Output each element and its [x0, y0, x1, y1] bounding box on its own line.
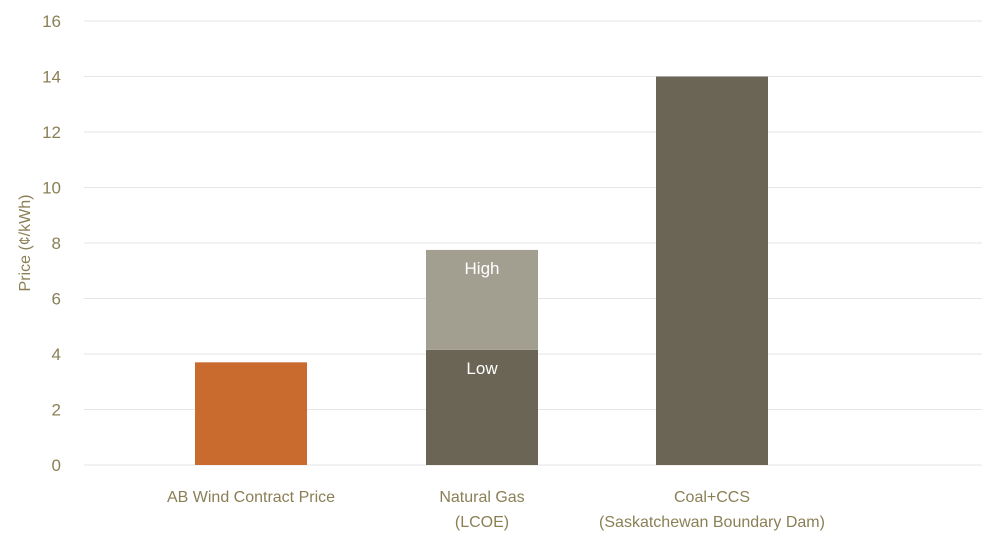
bars: Low High: [195, 76, 768, 465]
y-tick-label: 2: [52, 401, 61, 420]
segment-label: Low: [466, 359, 498, 378]
bar-group: Low High: [426, 249, 538, 465]
x-axis-labels: AB Wind Contract Price Natural Gas (LCOE) C…: [167, 489, 825, 531]
y-tick-label: 8: [52, 234, 61, 253]
bar-group: [656, 76, 768, 465]
bar: [195, 362, 307, 465]
y-tick-label: 6: [52, 290, 61, 309]
y-tick-label: 14: [42, 68, 61, 87]
y-tick-label: 0: [52, 456, 61, 475]
bar-segment-high: [426, 249, 538, 350]
bar-group: [195, 362, 307, 465]
category-label: Coal+CCS (Saskatchewan Boundary Dam): [599, 489, 825, 531]
bar: [656, 76, 768, 465]
category-label: AB Wind Contract Price: [167, 489, 335, 506]
segment-label: High: [465, 259, 500, 278]
y-tick-label: 4: [52, 345, 61, 364]
y-axis-ticks: 0 2 4 6 8 10 12 14 16: [42, 12, 61, 475]
y-axis-title: Price (¢/kWh): [17, 195, 34, 292]
category-label: Natural Gas (LCOE): [439, 489, 524, 531]
y-tick-label: 16: [42, 12, 61, 31]
y-tick-label: 12: [42, 123, 61, 142]
y-tick-label: 10: [42, 179, 61, 198]
bar-segment-low: [426, 349, 538, 465]
